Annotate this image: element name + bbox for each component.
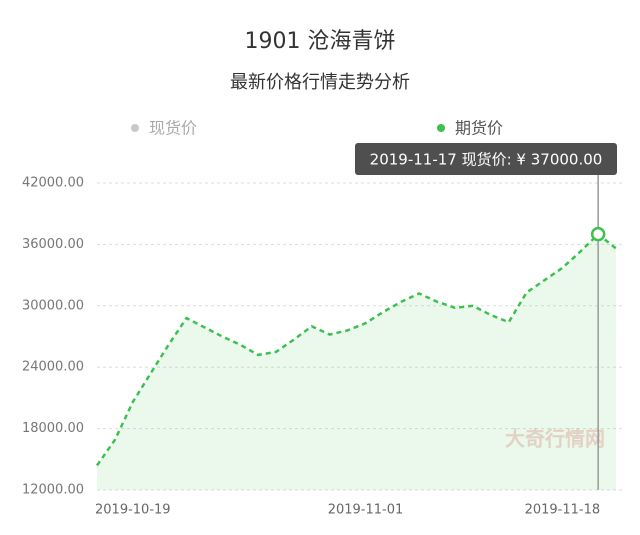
y-tick-label: 36000.00 (22, 237, 84, 252)
y-tick-label: 24000.00 (22, 360, 84, 375)
chart-title: 1901 沧海青饼 (245, 29, 396, 54)
legend-label: 期货价 (455, 119, 503, 138)
legend-label: 现货价 (149, 119, 197, 138)
y-tick-label: 42000.00 (22, 176, 84, 191)
y-tick-label: 12000.00 (22, 483, 84, 498)
y-tick-label: 18000.00 (22, 421, 84, 436)
highlight-point (590, 226, 606, 242)
area (97, 234, 617, 490)
chart-subtitle: 最新价格行情走势分析 (230, 72, 410, 93)
line (95, 232, 617, 467)
watermark: 大奇行情网 (505, 427, 605, 451)
x-tick-label: 2019-11-18 (525, 503, 601, 518)
tooltip-text: 2019-11-17 现货价: ¥ 37000.00 (370, 151, 603, 169)
x-tick-label: 2019-11-01 (328, 503, 404, 518)
legend-marker (437, 124, 445, 132)
x-tick-label: 2019-10-19 (95, 503, 171, 518)
y-tick-label: 30000.00 (22, 298, 84, 313)
tooltip-box (355, 143, 617, 175)
legend-marker (131, 124, 139, 132)
